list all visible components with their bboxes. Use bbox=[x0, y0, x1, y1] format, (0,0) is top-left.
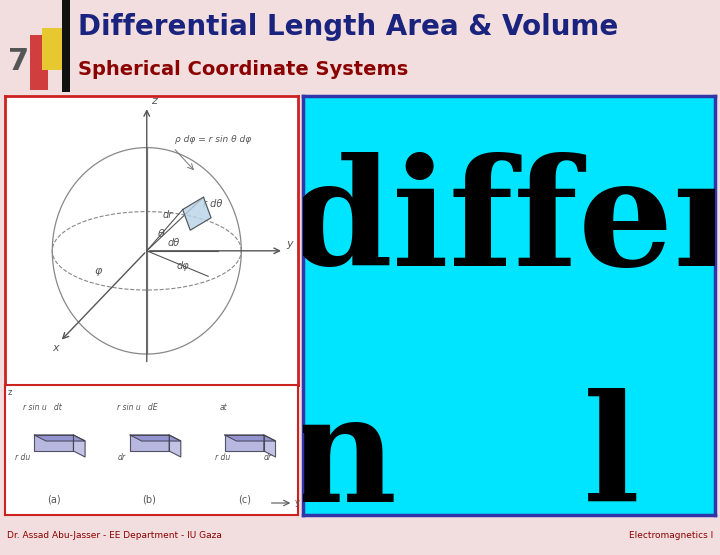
Text: at: at bbox=[220, 403, 228, 412]
Text: r du: r du bbox=[215, 453, 230, 462]
Bar bbox=[62, 0, 70, 92]
Polygon shape bbox=[35, 435, 85, 441]
Bar bbox=[42, 28, 64, 70]
Text: (b): (b) bbox=[143, 495, 156, 505]
Text: n: n bbox=[288, 387, 397, 532]
Polygon shape bbox=[169, 435, 181, 457]
Text: r sin u   dE: r sin u dE bbox=[117, 403, 158, 412]
Text: 7: 7 bbox=[8, 47, 29, 76]
Bar bbox=[30, 35, 48, 89]
Text: dr: dr bbox=[264, 453, 272, 462]
Text: dφ: dφ bbox=[177, 261, 189, 271]
Text: r sin u   dt: r sin u dt bbox=[22, 403, 61, 412]
Polygon shape bbox=[35, 435, 73, 451]
Text: θ: θ bbox=[158, 229, 165, 239]
Text: y: y bbox=[287, 239, 293, 249]
Text: Dr. Assad Abu-Jasser - EE Department - IU Gaza: Dr. Assad Abu-Jasser - EE Department - I… bbox=[7, 531, 222, 539]
Text: dr: dr bbox=[163, 210, 173, 220]
Text: (a): (a) bbox=[47, 495, 60, 505]
Polygon shape bbox=[73, 435, 85, 457]
Text: x: x bbox=[53, 343, 59, 353]
Text: z: z bbox=[8, 388, 12, 397]
Text: dθ: dθ bbox=[168, 238, 180, 248]
Text: z: z bbox=[150, 96, 156, 106]
Polygon shape bbox=[183, 197, 211, 230]
Text: Electromagnetics I: Electromagnetics I bbox=[629, 531, 713, 539]
Polygon shape bbox=[130, 435, 181, 441]
Text: ρ dφ = r sin θ dφ: ρ dφ = r sin θ dφ bbox=[175, 135, 251, 144]
Polygon shape bbox=[130, 435, 169, 451]
Text: Spherical Coordinate Systems: Spherical Coordinate Systems bbox=[78, 60, 408, 79]
Text: φ: φ bbox=[95, 265, 102, 275]
Text: Differential Length Area & Volume: Differential Length Area & Volume bbox=[78, 13, 618, 41]
Polygon shape bbox=[225, 435, 264, 451]
Text: r du: r du bbox=[15, 453, 30, 462]
Polygon shape bbox=[225, 435, 276, 441]
Text: differe: differe bbox=[288, 153, 720, 297]
Text: (c): (c) bbox=[238, 495, 251, 505]
Text: r dθ: r dθ bbox=[204, 199, 223, 209]
Text: dr: dr bbox=[117, 453, 125, 462]
Text: y: y bbox=[295, 498, 300, 507]
Polygon shape bbox=[264, 435, 276, 457]
Text: l: l bbox=[583, 387, 640, 532]
